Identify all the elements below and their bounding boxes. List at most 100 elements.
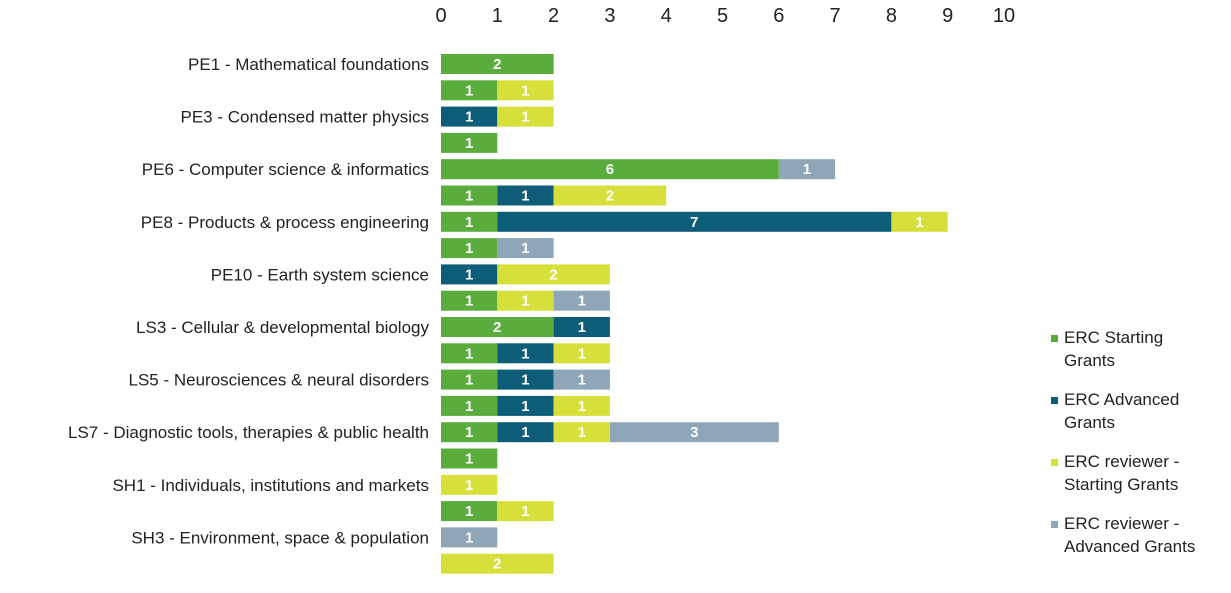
- bar-data-label: 1: [465, 451, 473, 468]
- bar-data-label: 1: [521, 293, 529, 310]
- bar-segment: [497, 106, 554, 127]
- bar-data-label: 1: [521, 240, 529, 257]
- category-label: SH1 - Individuals, institutions and mark…: [112, 476, 429, 495]
- bar-segment: [497, 395, 554, 416]
- bar-data-label: 1: [465, 529, 473, 546]
- bar-segment: [553, 422, 610, 443]
- bar-data-label: 1: [521, 82, 529, 99]
- bar-segment: [497, 369, 554, 390]
- bar-data-label: 1: [465, 398, 473, 415]
- bar-data-label: 1: [521, 345, 529, 362]
- bar-segment: [441, 422, 498, 443]
- bar-data-label: 2: [493, 56, 501, 73]
- x-tick-label: 0: [435, 5, 446, 27]
- bar-segment: [609, 422, 779, 443]
- bar-segment: [553, 317, 610, 337]
- bar-segment: [497, 501, 554, 522]
- x-tick-label: 7: [830, 5, 841, 27]
- category-label: PE3 - Condensed matter physics: [180, 108, 429, 127]
- bar-data-label: 1: [465, 109, 473, 126]
- bar-segment: [441, 159, 779, 180]
- bar-data-label: 1: [465, 188, 473, 205]
- bar-segment: [441, 290, 498, 311]
- bar-segment: [441, 185, 498, 206]
- bar-data-label: 1: [578, 372, 586, 389]
- bar-data-label: 1: [578, 345, 586, 362]
- bar-data-label: 1: [521, 188, 529, 205]
- bar-data-label: 1: [578, 293, 586, 310]
- bar-data-label: 2: [493, 319, 501, 336]
- bar-data-label: 1: [465, 240, 473, 257]
- x-tick-label: 4: [661, 5, 672, 27]
- bar-data-label: 1: [465, 266, 473, 283]
- bar-data-label: 1: [465, 293, 473, 310]
- category-label: LS7 - Diagnostic tools, therapies & publ…: [68, 423, 429, 442]
- bar-segment: [441, 54, 554, 74]
- bar-data-label: 1: [521, 372, 529, 389]
- bar-segment: [497, 211, 892, 232]
- bar-segment: [441, 448, 498, 469]
- legend-swatch: [1051, 459, 1058, 466]
- category-labels: PE1 - Mathematical foundations PE3 - Cond…: [68, 55, 429, 547]
- bar-segment: [441, 343, 498, 364]
- bar-data-label: 1: [465, 82, 473, 99]
- bar-segment: [441, 395, 498, 416]
- bar-segment: [497, 343, 554, 364]
- bar-data-label: 1: [915, 214, 923, 231]
- bar-segment: [441, 553, 554, 574]
- bar-segment: [441, 80, 498, 101]
- bar-segment: [441, 501, 498, 522]
- bar-segment: [553, 395, 610, 416]
- bar-segment: [497, 185, 554, 206]
- category-label: PE1 - Mathematical foundations: [188, 55, 429, 74]
- x-tick-label: 10: [993, 5, 1015, 27]
- bar-data-label: 2: [549, 266, 557, 283]
- category-label: PE10 - Earth system science: [211, 265, 429, 284]
- legend-label: ERC reviewer -Starting Grants: [1064, 452, 1179, 494]
- x-axis-ticks: 0 1 2 3 4 5 6 7 8 9 10: [435, 5, 1015, 27]
- bar-segment: [553, 369, 610, 390]
- legend-label: ERC Starting Grants: [1064, 328, 1163, 370]
- x-tick-label: 6: [773, 5, 784, 27]
- x-tick-label: 3: [604, 5, 615, 27]
- bar-data-label: 1: [465, 135, 473, 152]
- category-label: LS5 - Neurosciences & neural disorders: [129, 371, 429, 390]
- x-tick-label: 5: [717, 5, 728, 27]
- bar-segment: [441, 527, 498, 548]
- bar-data-label: 1: [578, 398, 586, 415]
- legend-swatch: [1051, 521, 1058, 528]
- bar-segment: [441, 106, 498, 127]
- bar-segment: [497, 238, 554, 259]
- bar-data-label: 1: [521, 503, 529, 520]
- category-label: PE6 - Computer science & informatics: [142, 160, 429, 179]
- bar-data-label: 1: [521, 398, 529, 415]
- category-label: PE8 - Products & process engineering: [141, 213, 429, 232]
- bar-segment: [441, 211, 498, 232]
- bar-segment: [553, 185, 667, 206]
- legend-label: ERC reviewer -Advanced Grants: [1064, 514, 1195, 556]
- bar-data-label: 6: [606, 161, 614, 178]
- bar-segment: [497, 264, 610, 285]
- bar-data-label: 3: [690, 424, 698, 441]
- bar-segment: [441, 474, 498, 495]
- bar-segment: [497, 422, 554, 443]
- bar-data-label: 1: [521, 109, 529, 126]
- legend-label: ERC Advanced Grants: [1064, 390, 1179, 432]
- category-label: SH3 - Environment, space & population: [131, 528, 429, 547]
- bar-segment: [441, 317, 554, 337]
- bar-data-label: 1: [465, 503, 473, 520]
- bar-data-label: 1: [465, 477, 473, 494]
- bar-segment: [497, 80, 554, 101]
- bar-segment: [891, 211, 948, 232]
- bar-segment: [497, 290, 554, 311]
- legend-swatch: [1051, 397, 1058, 404]
- legend: ERC Starting Grants ERC Advanced Grants ERC …: [1051, 328, 1195, 556]
- bar-data-label: 1: [465, 372, 473, 389]
- bar-segment: [553, 343, 610, 364]
- bar-data-label: 7: [690, 214, 698, 231]
- bar-data-label: 1: [465, 214, 473, 231]
- bar-segment: [553, 290, 610, 311]
- bar-data-label: 2: [606, 188, 614, 205]
